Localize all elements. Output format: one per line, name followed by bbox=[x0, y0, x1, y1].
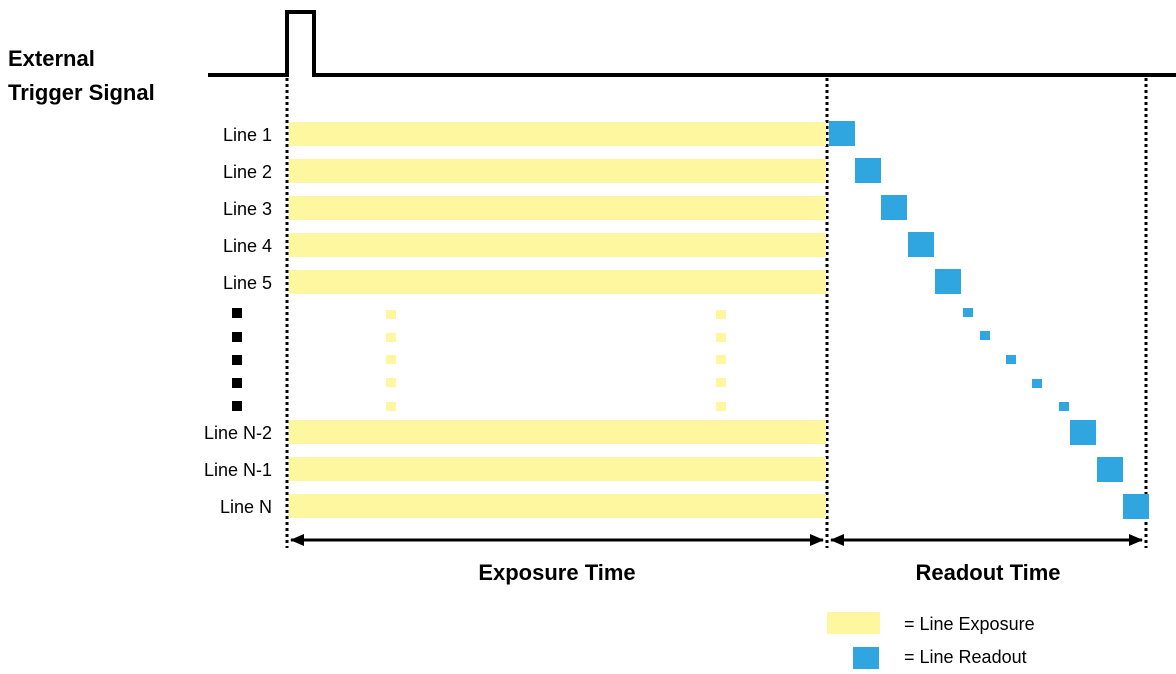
exposure-bar bbox=[289, 270, 826, 294]
ellipsis-dot bbox=[232, 401, 242, 411]
ellipsis-dot bbox=[232, 308, 242, 318]
row-label-4: Line 4 bbox=[223, 236, 272, 256]
readout-ellipsis-dot bbox=[1006, 355, 1016, 364]
row-label-1: Line 1 bbox=[223, 125, 272, 145]
exposure-ellipsis-dot bbox=[716, 402, 726, 411]
trigger-signal bbox=[208, 10, 1176, 77]
row-label-5: Line 5 bbox=[223, 273, 272, 293]
readout-ellipsis-dot bbox=[1059, 402, 1069, 411]
readout-ellipsis-dot bbox=[1032, 379, 1042, 388]
readout-block bbox=[881, 195, 907, 220]
exposure-ellipsis-dot bbox=[716, 355, 726, 364]
exposure-ellipsis-dot bbox=[716, 310, 726, 319]
exposure-bars bbox=[289, 122, 826, 518]
row-label-2: Line 2 bbox=[223, 162, 272, 182]
trigger-label-line2: Trigger Signal bbox=[8, 80, 155, 105]
readout-blocks bbox=[829, 121, 1149, 519]
exposure-bar bbox=[289, 122, 826, 146]
exposure-bar bbox=[289, 196, 826, 220]
legend-readout-label: = Line Readout bbox=[904, 647, 1027, 667]
readout-time-label: Readout Time bbox=[915, 560, 1060, 585]
readout-block bbox=[908, 232, 934, 257]
exposure-bar bbox=[289, 159, 826, 183]
exposure-ellipsis-dot bbox=[386, 402, 396, 411]
row-label-3: Line 3 bbox=[223, 199, 272, 219]
exposure-ellipsis-dot bbox=[386, 333, 396, 342]
exposure-ellipsis-dot bbox=[386, 310, 396, 319]
readout-block bbox=[855, 158, 881, 183]
exposure-ellipsis bbox=[386, 310, 726, 411]
readout-block bbox=[1123, 494, 1149, 519]
readout-ellipsis-dot bbox=[963, 308, 973, 317]
row-labels: Line 1 Line 2 Line 3 Line 4 Line 5 Line … bbox=[204, 125, 272, 517]
ellipsis-dot bbox=[232, 332, 242, 342]
trigger-label-line1: External bbox=[8, 46, 95, 71]
exposure-ellipsis-dot bbox=[716, 378, 726, 387]
ellipsis-dot bbox=[232, 378, 242, 388]
exposure-bar bbox=[289, 457, 826, 481]
exposure-bar bbox=[289, 420, 826, 444]
row-label-n-1: Line N-1 bbox=[204, 460, 272, 480]
row-label-n-2: Line N-2 bbox=[204, 423, 272, 443]
exposure-ellipsis-dot bbox=[386, 355, 396, 364]
readout-block bbox=[1070, 420, 1096, 445]
legend-readout-swatch bbox=[853, 647, 879, 669]
ellipsis-dots bbox=[232, 308, 242, 411]
exposure-time-label: Exposure Time bbox=[478, 560, 635, 585]
exposure-bar bbox=[289, 233, 826, 257]
readout-ellipsis-dot bbox=[980, 331, 990, 340]
row-label-n: Line N bbox=[220, 497, 272, 517]
readout-block bbox=[829, 121, 855, 146]
ellipsis-dot bbox=[232, 355, 242, 365]
exposure-ellipsis-dot bbox=[386, 378, 396, 387]
readout-block bbox=[935, 269, 961, 294]
legend-exposure-label: = Line Exposure bbox=[904, 614, 1035, 634]
exposure-bar bbox=[289, 494, 826, 518]
legend: = Line Exposure = Line Readout bbox=[827, 612, 1035, 669]
legend-exposure-swatch bbox=[827, 612, 880, 634]
exposure-ellipsis-dot bbox=[716, 333, 726, 342]
readout-block bbox=[1097, 457, 1123, 482]
